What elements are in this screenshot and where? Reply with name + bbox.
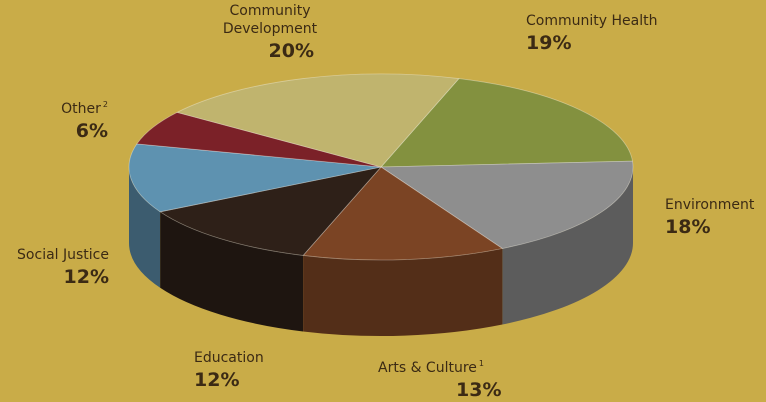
label-name: Arts & Culture 1 (378, 359, 484, 376)
label-other: Other 2 6% (61, 96, 108, 143)
label-community-health: Community Health 19% (526, 12, 657, 55)
label-percent: 6% (75, 120, 108, 142)
label-community-development: Community Development 20% (200, 2, 340, 63)
pie-side-environment (502, 167, 633, 325)
label-social-justice: Social Justice 12% (17, 246, 109, 289)
pie-slice-community-development (176, 73, 460, 168)
footnote-marker: 1 (478, 359, 484, 368)
pie-side-social-justice (129, 167, 161, 288)
pie-slice-environment (379, 160, 634, 249)
label-percent: 12% (194, 369, 240, 391)
label-percent: 20% (268, 40, 314, 62)
label-environment: Environment 18% (665, 196, 754, 239)
label-name: Community (229, 3, 311, 19)
label-name: Community Health (526, 13, 658, 29)
pie-top (128, 73, 634, 261)
footnote-marker: 2 (102, 100, 108, 109)
pie-slice-arts-culture (302, 166, 504, 261)
label-percent: 18% (665, 216, 711, 238)
label-percent: 12% (63, 266, 109, 288)
label-name: Social Justice (17, 247, 109, 263)
label-name: Education (194, 350, 264, 366)
label-percent: 19% (526, 32, 572, 54)
pie-sides (129, 167, 633, 336)
label-name: Environment (665, 197, 755, 213)
pie-side-arts-culture (303, 248, 503, 336)
pie-slice-community-health (380, 78, 633, 168)
label-percent: 13% (456, 379, 502, 401)
pie-slice-other (136, 111, 382, 168)
label-name: Development (222, 21, 318, 37)
label-education: Education 12% (194, 349, 264, 392)
pie-slice-social-justice (128, 143, 382, 213)
label-arts-culture: Arts & Culture 1 13% (378, 355, 501, 402)
label-name: Other 2 (61, 100, 108, 117)
pie-slice-education (159, 166, 383, 256)
pie-side-education (160, 211, 304, 332)
